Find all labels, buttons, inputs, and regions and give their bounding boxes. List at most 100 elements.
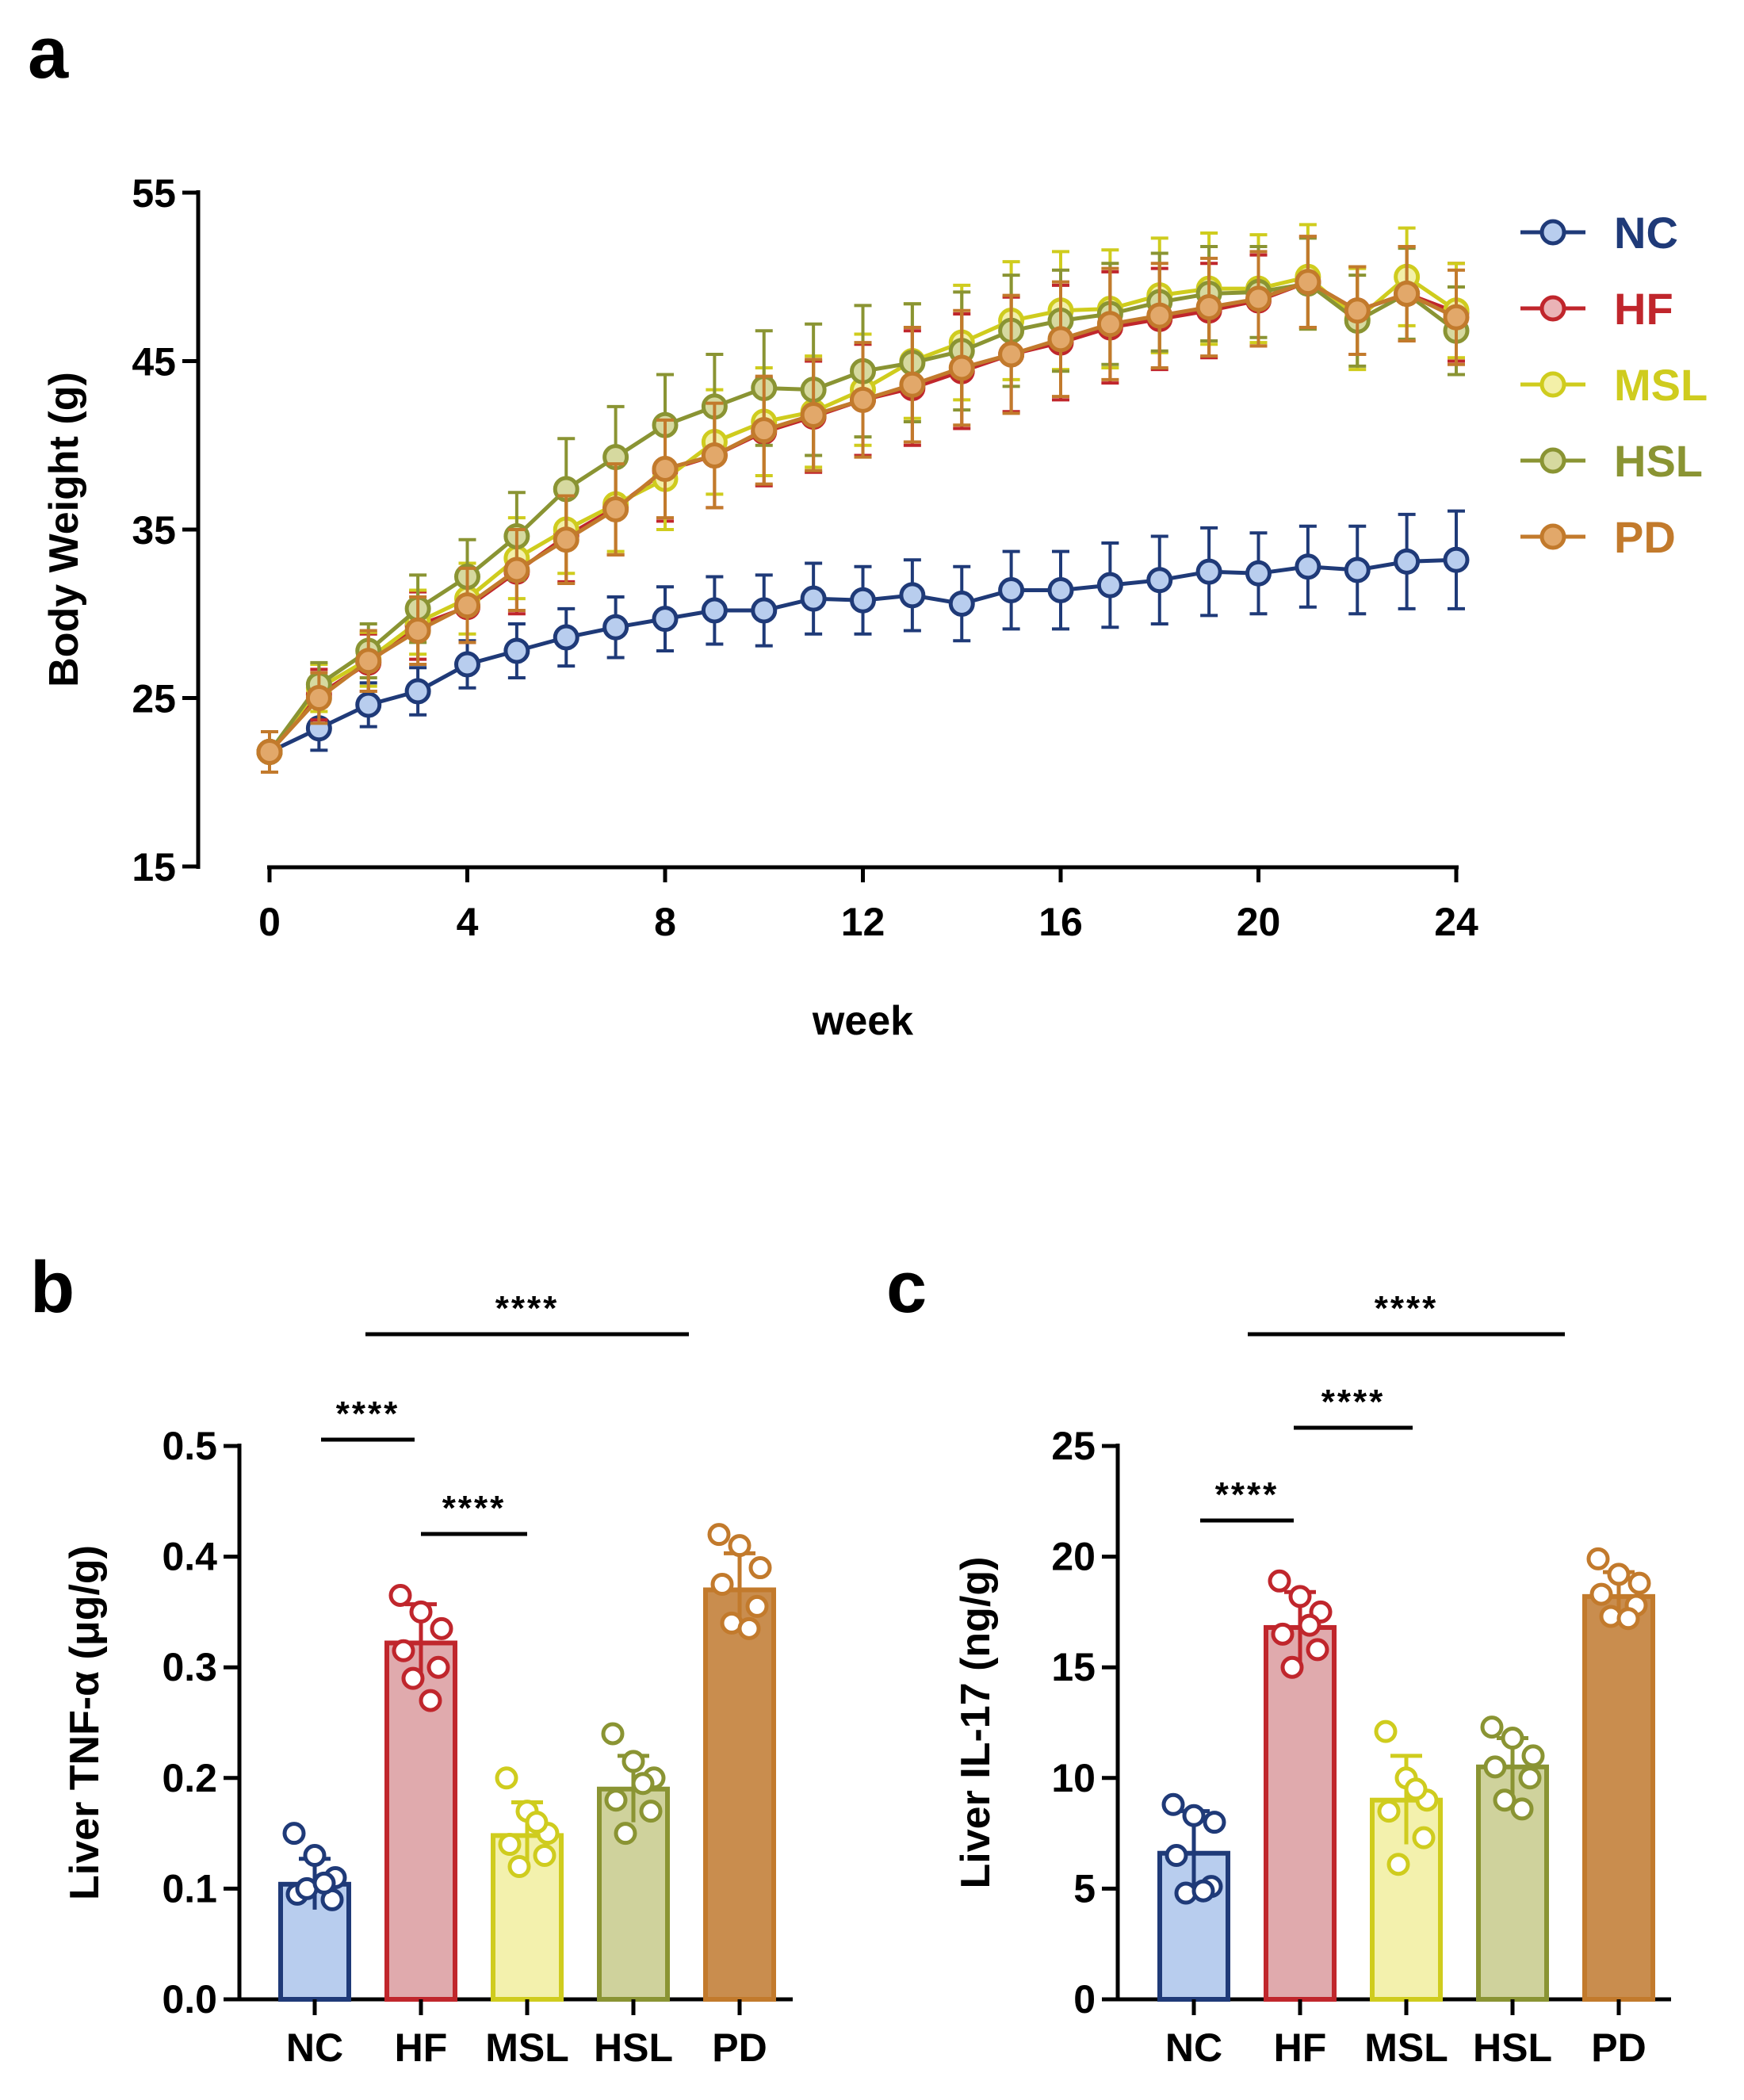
- legend-label: MSL: [1614, 360, 1708, 410]
- data-point: [495, 1766, 518, 1790]
- y-tick-label: 0.0: [162, 1977, 217, 2022]
- bar-group-hsl: [1476, 1716, 1549, 2002]
- legend-item-hsl: HSL: [1520, 436, 1703, 486]
- x-tick-label: 4: [457, 900, 479, 944]
- data-point: [305, 685, 332, 711]
- data-point: [282, 1822, 306, 1846]
- data-point: [1377, 1800, 1401, 1823]
- data-point: [553, 624, 579, 651]
- data-point: [1394, 548, 1421, 575]
- series-hsl: [256, 236, 1470, 774]
- data-point: [355, 648, 382, 675]
- data-point: [553, 526, 579, 553]
- panel-label-b: b: [30, 1247, 75, 1328]
- data-point: [998, 341, 1025, 368]
- significance-label: ****: [1321, 1383, 1386, 1421]
- legend-marker: [1539, 295, 1566, 322]
- data-point: [1161, 1792, 1185, 1816]
- data-point: [737, 1616, 761, 1640]
- y-tick-label: 5: [1073, 1866, 1096, 1911]
- data-point: [1280, 1655, 1304, 1679]
- data-point: [639, 1800, 663, 1823]
- bar-group-hf: [384, 1583, 457, 2002]
- data-point: [409, 1600, 433, 1624]
- x-tick-label: MSL: [485, 2025, 569, 2070]
- data-point: [355, 691, 382, 718]
- data-point: [602, 496, 629, 522]
- x-tick-label: HF: [395, 2025, 448, 2070]
- data-point: [899, 582, 926, 609]
- data-point: [454, 592, 480, 619]
- data-point: [631, 1772, 655, 1796]
- legend-marker: [1539, 447, 1566, 474]
- data-point: [256, 739, 283, 765]
- significance-nc-hf: ****: [1200, 1475, 1294, 1523]
- x-tick-label: 8: [654, 900, 676, 944]
- data-point: [1443, 304, 1470, 331]
- bar-pd: [703, 1587, 776, 2002]
- data-point: [392, 1639, 415, 1662]
- data-point: [1480, 1716, 1504, 1739]
- bar-group-nc: [1157, 1792, 1230, 2002]
- significance-hf-msl: ****: [1294, 1383, 1413, 1430]
- y-tick-label: 10: [1051, 1756, 1096, 1800]
- data-point: [800, 585, 827, 612]
- bar-group-pd: [703, 1523, 776, 2002]
- significance-label: ****: [495, 1289, 560, 1328]
- data-point: [948, 354, 975, 381]
- data-point: [401, 1666, 425, 1690]
- legend-item-nc: NC: [1520, 208, 1678, 258]
- data-point: [1271, 1622, 1295, 1646]
- y-tick-label: 25: [1051, 1424, 1096, 1468]
- y-tick-label: 15: [1051, 1645, 1096, 1689]
- data-point: [710, 1573, 734, 1596]
- x-tick-label: NC: [1165, 2025, 1222, 2070]
- data-point: [507, 1854, 531, 1878]
- data-point: [602, 614, 629, 641]
- data-point: [454, 651, 480, 678]
- data-point: [1386, 1853, 1410, 1876]
- data-point: [1443, 546, 1470, 573]
- data-point: [1586, 1547, 1610, 1570]
- data-point: [1616, 1607, 1640, 1631]
- y-axis-title: Liver TNF-α (μg/g): [62, 1545, 108, 1900]
- data-point: [1510, 1797, 1534, 1821]
- data-point: [1288, 1585, 1312, 1608]
- series-nc: [256, 509, 1470, 774]
- bar-hsl: [597, 1786, 670, 2002]
- data-point: [1146, 567, 1173, 594]
- series-pd: [256, 235, 1470, 774]
- data-point: [1298, 1613, 1321, 1637]
- data-point: [1518, 1766, 1542, 1790]
- x-tick-label: 24: [1434, 900, 1478, 944]
- bar-group-msl: [1370, 1719, 1443, 2002]
- data-point: [701, 597, 728, 624]
- data-point: [1374, 1719, 1398, 1743]
- data-point: [601, 1722, 625, 1746]
- bar-group-msl: [491, 1766, 564, 2002]
- data-point: [1203, 1811, 1226, 1834]
- data-point: [1047, 577, 1074, 603]
- x-tick-label: NC: [286, 2025, 343, 2070]
- data-point: [1096, 572, 1123, 599]
- data-point: [1483, 1755, 1507, 1779]
- data-point: [1295, 269, 1321, 296]
- data-point: [1589, 1582, 1613, 1606]
- panel-label-c: c: [886, 1247, 927, 1328]
- data-point: [745, 1594, 769, 1618]
- data-point: [503, 637, 530, 664]
- data-point: [312, 1871, 336, 1895]
- data-point: [751, 597, 778, 624]
- data-point: [1245, 560, 1272, 587]
- significance-label: ****: [1215, 1475, 1279, 1514]
- data-point: [426, 1655, 450, 1679]
- legend-label: PD: [1614, 512, 1676, 562]
- tnf-alpha-bar-chart: 0.0 0.1 0.2 0.3 0.4 0.5 Liver TNF-α (μg/g) NC HF…: [62, 1289, 793, 2070]
- data-point: [1306, 1638, 1329, 1662]
- significance-label: ****: [1375, 1289, 1439, 1328]
- body-weight-line-chart: 15 25 35 45 55 0 4 8 12 16 20 24 week Body Weight (g)…: [41, 171, 1708, 1044]
- y-axis-title: Liver IL-17 (ng/g): [953, 1557, 999, 1889]
- data-point: [800, 402, 827, 428]
- legend-marker: [1539, 219, 1566, 246]
